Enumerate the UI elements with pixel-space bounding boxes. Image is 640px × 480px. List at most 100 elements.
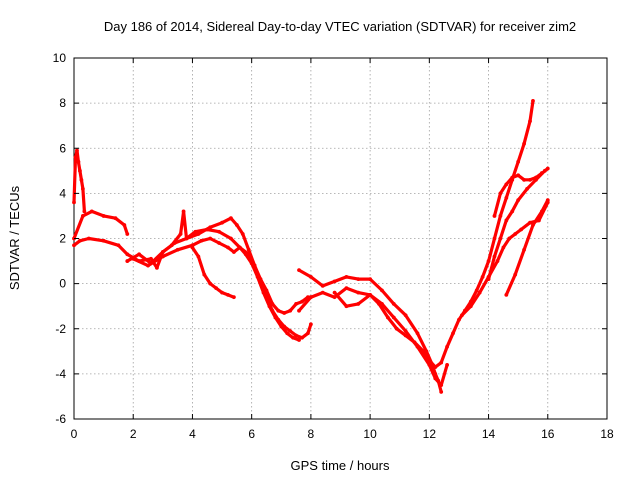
data-point [217, 229, 221, 234]
data-point [513, 272, 518, 277]
data-point [160, 250, 165, 254]
x-tick-label: 0 [71, 427, 78, 441]
data-point [368, 277, 373, 282]
data-point [516, 159, 521, 164]
data-point [451, 331, 455, 336]
data-point [155, 265, 159, 270]
data-point [249, 261, 254, 266]
data-point [531, 98, 535, 103]
data-point [279, 324, 284, 329]
data-point [291, 335, 296, 340]
data-point [528, 220, 532, 225]
data-point [427, 362, 432, 367]
data-point [160, 254, 165, 259]
data-point [101, 214, 106, 218]
data-point [232, 295, 236, 300]
x-tick-label: 14 [482, 427, 496, 441]
data-point [297, 308, 301, 313]
data-point [433, 365, 438, 370]
data-point [208, 225, 213, 230]
data-point [190, 245, 195, 250]
data-point [184, 236, 189, 241]
data-point [205, 227, 210, 232]
y-tick-label: 2 [59, 232, 66, 246]
series-arc-8 [297, 286, 449, 388]
data-point [421, 349, 426, 354]
data-point [492, 236, 497, 241]
data-point [76, 159, 81, 164]
data-point [267, 304, 272, 309]
data-point [356, 277, 361, 282]
data-point [232, 250, 236, 254]
data-point [439, 383, 444, 388]
data-point [344, 274, 349, 279]
data-point [391, 302, 396, 306]
data-point [474, 288, 479, 293]
data-point [368, 293, 373, 297]
data-point [220, 290, 224, 295]
data-point [178, 232, 183, 236]
data-point [545, 166, 550, 171]
data-point [116, 243, 121, 248]
data-point [501, 245, 506, 250]
data-point [220, 220, 224, 225]
data-point [208, 236, 213, 241]
data-point [122, 223, 127, 227]
data-point [273, 315, 278, 320]
y-tick-label: -6 [55, 412, 66, 426]
data-point [146, 263, 150, 268]
data-point [78, 168, 82, 173]
data-point [545, 198, 550, 203]
data-point [306, 331, 310, 336]
data-point [80, 214, 85, 218]
data-point [137, 252, 142, 257]
series-arc-2 [72, 209, 130, 241]
data-point [457, 317, 461, 322]
data-point [513, 232, 518, 236]
data-point [86, 236, 91, 241]
data-point [468, 304, 473, 309]
data-point [73, 155, 78, 160]
data-point [439, 360, 444, 365]
data-point [498, 214, 503, 218]
x-tick-label: 16 [541, 427, 555, 441]
data-point [504, 218, 509, 223]
data-point [510, 175, 515, 180]
data-point [427, 358, 432, 363]
data-point [226, 293, 230, 297]
data-point [344, 304, 349, 309]
series-arc-12 [492, 171, 544, 218]
data-point [525, 186, 529, 191]
data-point [504, 293, 509, 297]
data-point [492, 214, 497, 218]
data-point [234, 223, 239, 227]
y-axis-label: SDTVAR / TECUs [7, 185, 22, 290]
data-point [294, 333, 298, 338]
data-point [492, 254, 497, 259]
data-point [539, 171, 544, 175]
x-tick-label: 10 [363, 427, 377, 441]
x-axis-label: GPS time / hours [291, 458, 390, 473]
y-tick-label: 0 [59, 277, 66, 291]
data-point [300, 299, 304, 304]
y-tick-label: -4 [55, 367, 66, 381]
data-point [344, 286, 349, 291]
data-series [72, 98, 550, 394]
data-point [433, 376, 438, 381]
data-point [403, 313, 408, 318]
data-point [516, 173, 521, 178]
y-tick-label: -2 [55, 322, 66, 336]
series-arc-13 [504, 198, 550, 297]
data-point [79, 177, 84, 182]
data-point [101, 238, 106, 243]
data-point [196, 254, 201, 259]
x-tick-label: 8 [308, 427, 315, 441]
data-point [246, 247, 251, 252]
data-point [229, 236, 233, 241]
data-point [445, 362, 449, 367]
data-point [460, 313, 464, 318]
chart-title: Day 186 of 2014, Sidereal Day-to-day VTE… [104, 19, 576, 34]
data-point [243, 252, 248, 257]
data-point [415, 331, 420, 336]
data-point [196, 232, 201, 236]
